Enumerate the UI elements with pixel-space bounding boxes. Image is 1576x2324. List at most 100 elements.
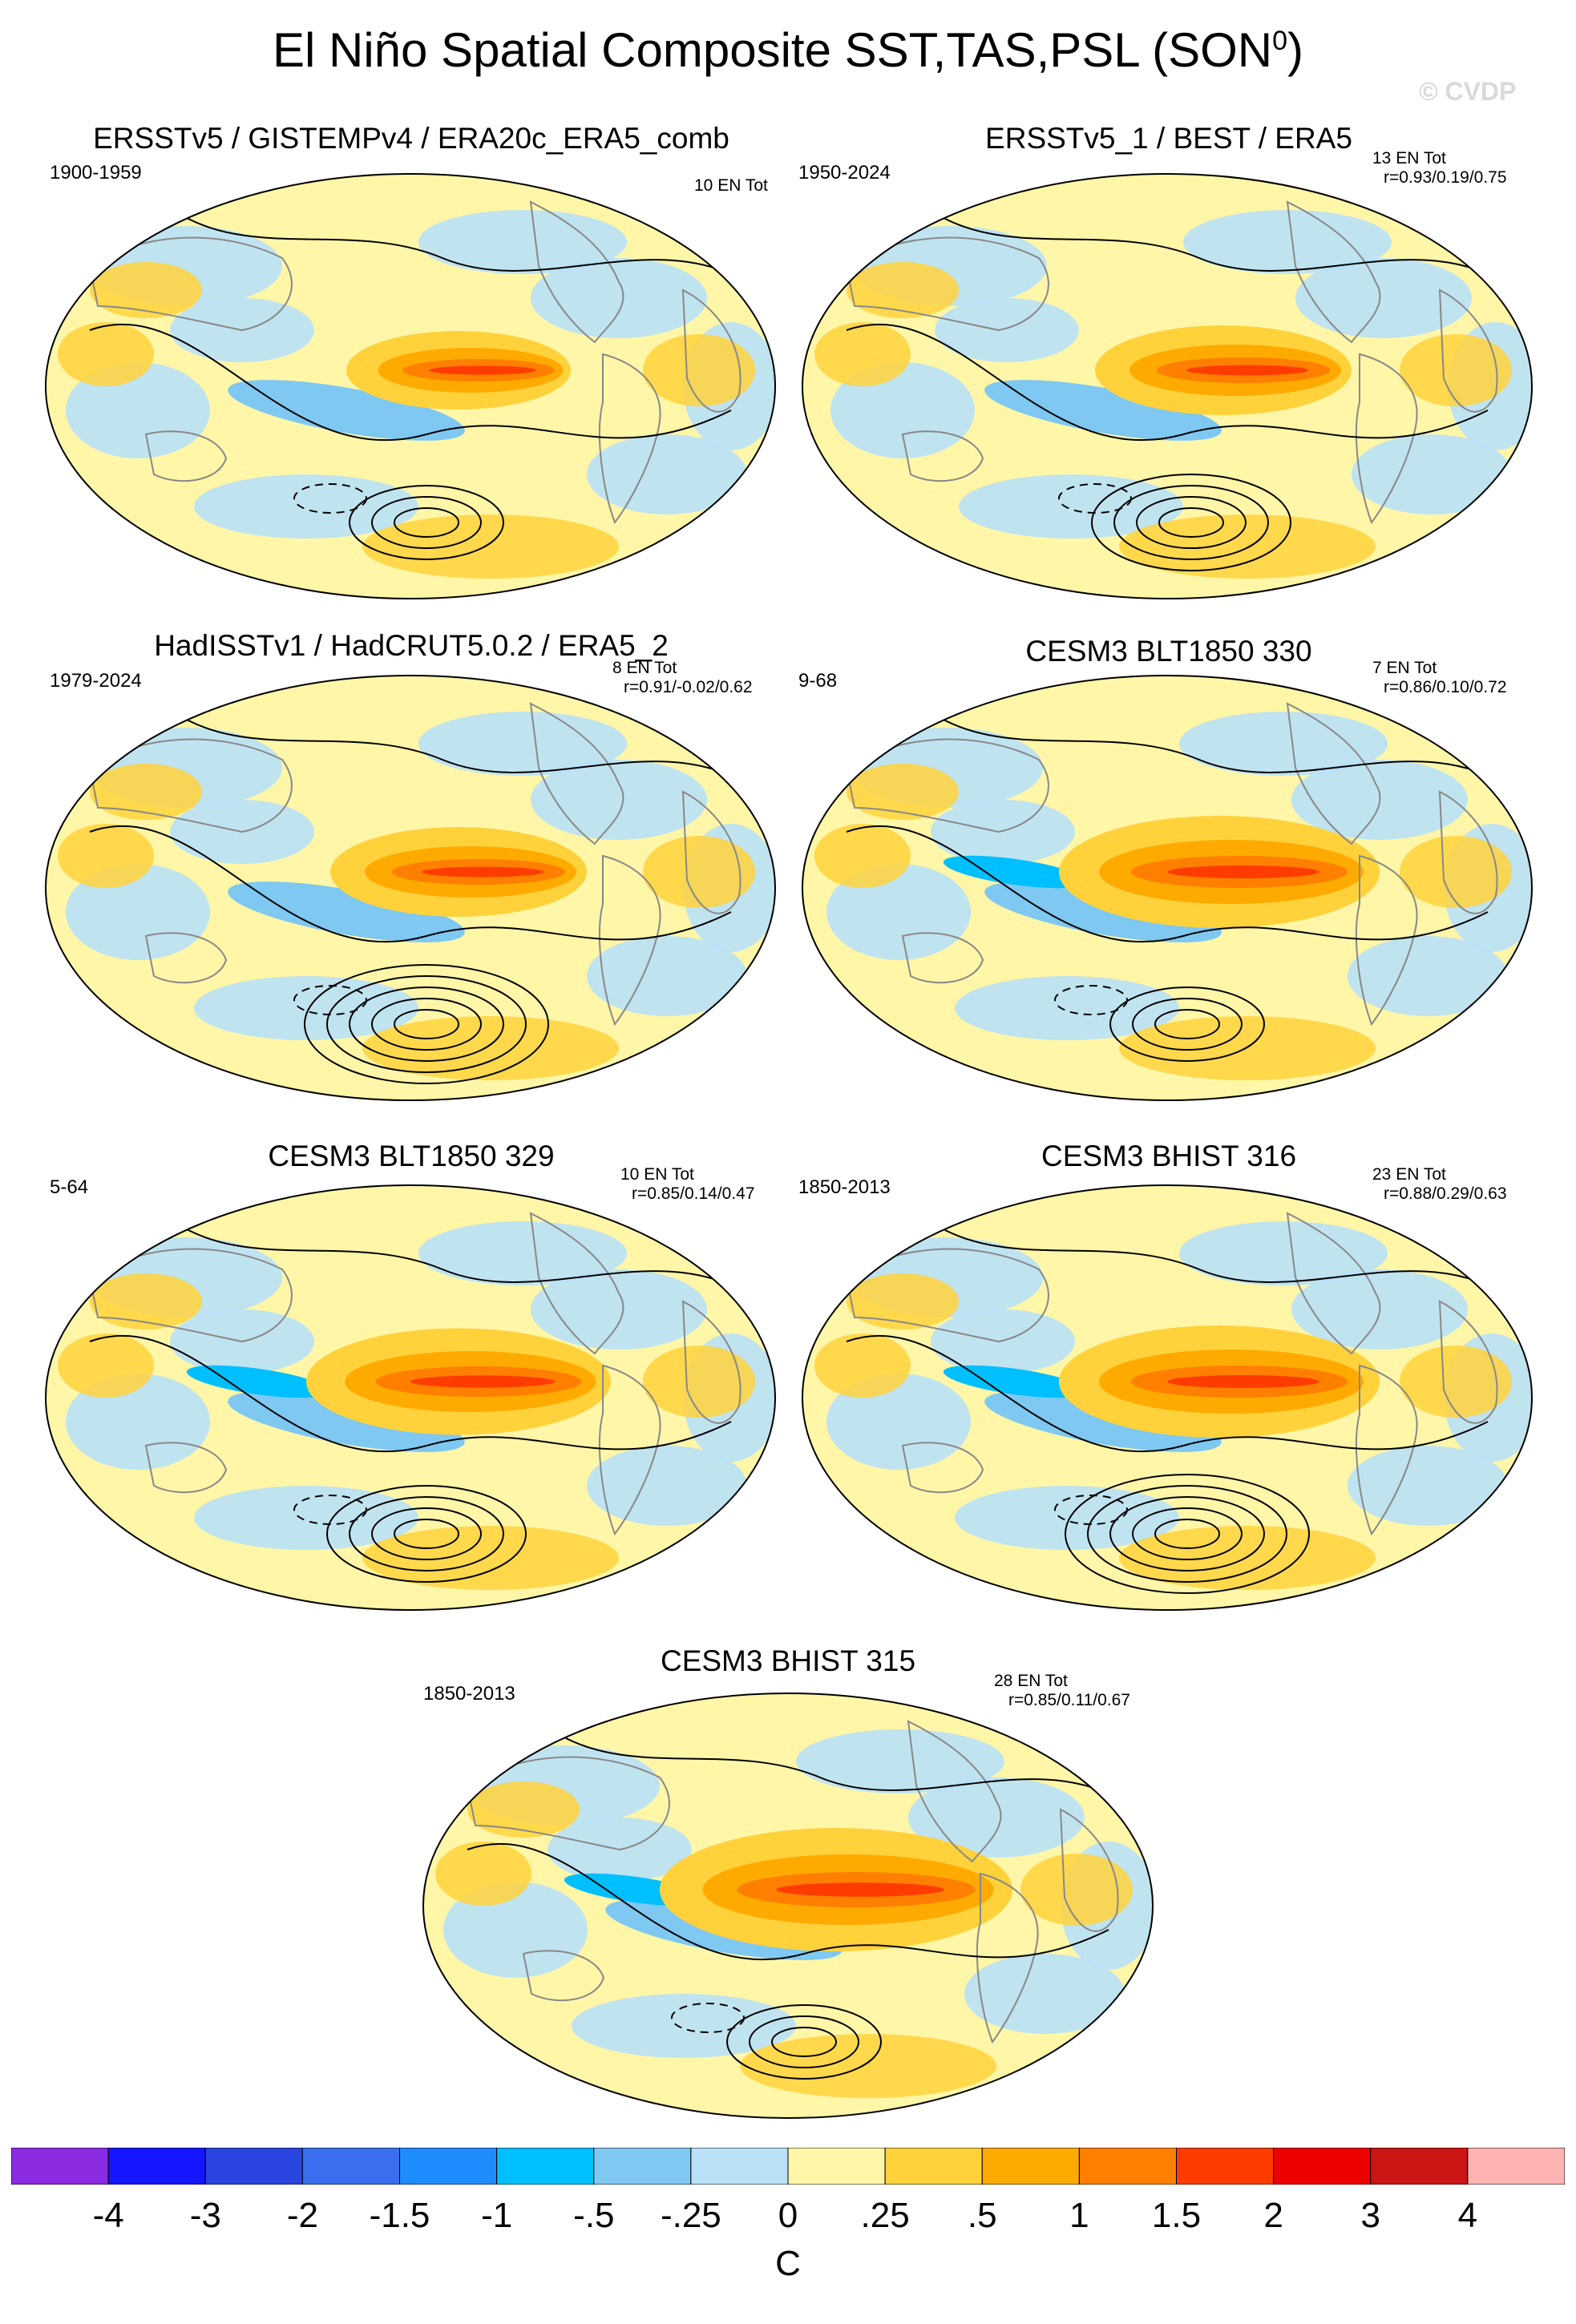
map-border [802,1184,1533,1611]
enso-tongue-core [429,365,536,375]
psl-contour [726,2004,882,2080]
cool-patch [959,474,1183,539]
psl-zero-line [89,1335,732,1452]
panel-3-stats: 8 EN Tot r=0.91/-0.02/0.62 [612,659,753,697]
cool-patch [66,864,210,960]
panel-5-corr: r=0.85/0.14/0.47 [632,1184,755,1203]
panel-1-period: 1900-1959 [50,162,142,184]
map-panel-5 [45,1184,776,1611]
warm-patch [1400,1346,1512,1418]
cool-patch [964,1954,1125,2034]
psl-zero-line [161,201,748,283]
cool-band [228,380,465,441]
psl-contour [394,507,459,538]
cool-patch [908,1777,1085,1858]
psl-contour-negative [293,1495,367,1525]
coastline [1356,1364,1418,1536]
panel-4-stats: 7 EN Tot r=0.86/0.10/0.72 [1372,659,1507,697]
psl-zero-line [918,1212,1505,1294]
panel-6-title: CESM3 BHIST 316 [1041,1140,1297,1172]
coastline [681,790,742,914]
panel-7-title: CESM3 BHIST 315 [660,1644,916,1677]
warm-patch [1020,1854,1133,1926]
panel-1-count: 10 EN Tot [694,176,768,195]
title-text: El Niño Spatial Composite SST,TAS,PSL (S… [272,23,1273,77]
coastline [1286,702,1381,845]
cool-patch [587,434,747,514]
panel-3-period: 1979-2024 [50,670,142,692]
cool-patch [955,1486,1179,1550]
panel-5-count: 10 EN Tot [620,1165,694,1184]
warm-patch [643,836,755,908]
psl-zero-line [89,825,732,942]
colorbar-tick-label: .25 [860,2196,910,2235]
psl-zero-line [539,1721,1125,1802]
warm-patch [1119,1016,1376,1080]
colorbar-box [1467,2148,1565,2185]
warm-patch [90,764,202,820]
warm-patch [58,824,154,888]
cool-patch [1179,1221,1388,1285]
coastline [907,1720,1002,1863]
cool-patch [194,1486,418,1550]
psl-zero-line [161,1212,748,1294]
colorbar-tick-label: -4 [92,2196,124,2235]
warm-patch [1400,334,1512,406]
colorbar-tick-label: -3 [189,2196,221,2235]
coastline [1286,1212,1381,1355]
psl-zero-line [846,825,1489,942]
panel-5-period: 5-64 [50,1176,89,1198]
coastline [845,1248,1049,1343]
warm-patch [814,824,911,888]
map-border [802,675,1533,1101]
psl-zero-line [89,324,732,441]
coastline [845,236,1049,332]
coastline [976,1872,1039,2044]
enso-tongue-core [776,1882,944,1897]
panel-2-stats: 13 EN Tot r=0.93/0.19/0.75 [1372,149,1507,188]
title-superscript: 0 [1272,26,1288,56]
psl-contour-negative [1054,1495,1128,1525]
colorbar-box [301,2148,400,2185]
panel-4-corr: r=0.86/0.10/0.72 [1384,678,1507,696]
psl-zero-line [161,703,748,785]
warm-patch [362,1526,619,1590]
panel-6-count: 23 EN Tot [1372,1165,1446,1184]
coastline [599,353,661,525]
map-panel-2 [802,173,1533,599]
psl-contour [371,496,482,549]
panel-3-title: HadISSTv1 / HadCRUT5.0.2 / ERA5_2 [154,629,669,662]
psl-contour [371,1507,482,1560]
colorbar-tick-label: 0 [778,2196,798,2235]
psl-zero-line [918,201,1505,283]
coastline [88,1248,293,1343]
psl-contour [749,2015,859,2068]
warm-patch [362,1016,619,1080]
colorbar-tick-label: -1.5 [369,2196,430,2235]
psl-contour-negative [1058,483,1132,514]
panel-6-stats: 23 EN Tot r=0.88/0.29/0.63 [1372,1165,1507,1204]
warm-patch [643,1346,755,1418]
map-border [45,1184,776,1611]
psl-contour [349,1496,504,1572]
coastline [599,1364,661,1536]
coastline [1438,1300,1498,1424]
panel-3-count: 8 EN Tot [612,659,677,677]
psl-contour-negative [1054,985,1128,1015]
psl-contour [1136,496,1247,549]
psl-contour [349,986,504,1062]
cool-patch [1348,936,1508,1016]
psl-contour [1109,986,1265,1062]
psl-contour [326,1485,527,1583]
panel-7-period: 1850-2013 [423,1683,515,1705]
colorbar-box [884,2148,983,2185]
cool-core [943,1365,1087,1398]
colorbar-box [1370,2148,1469,2185]
psl-contour [304,964,549,1084]
cool-patch [1183,210,1392,274]
coastline [901,1442,984,1494]
coastline [1286,200,1381,344]
psl-contour [1132,1507,1243,1560]
warm-patch [643,334,755,406]
psl-contour [394,1519,459,1549]
